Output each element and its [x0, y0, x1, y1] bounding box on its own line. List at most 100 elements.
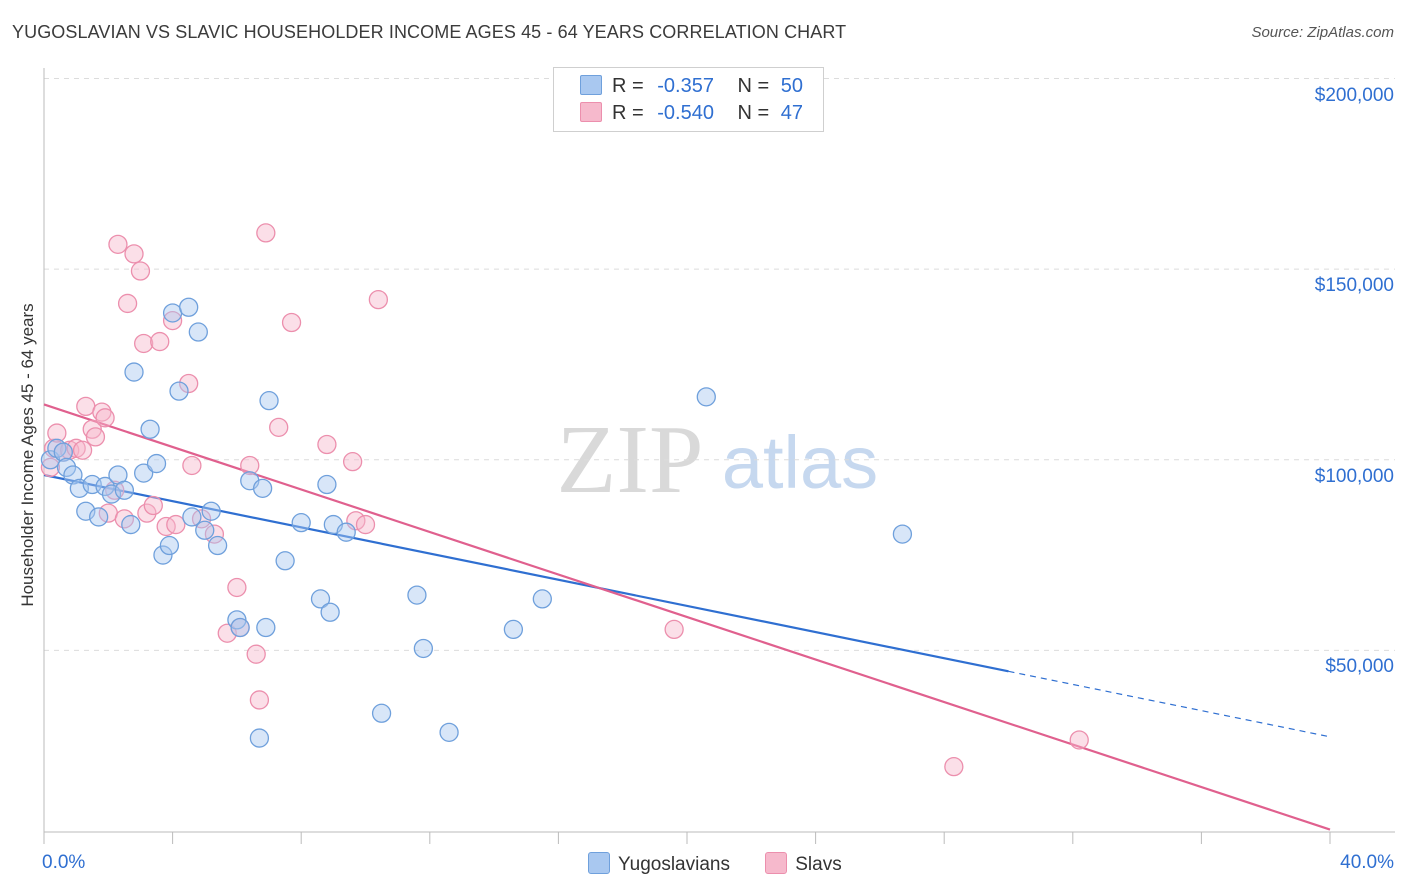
yugoslavians-point — [89, 507, 109, 527]
yugoslavians-point — [291, 513, 311, 533]
slavs-point — [664, 619, 684, 640]
legend-r-value: -0.540 — [657, 102, 714, 124]
y-tick-label: $100,000 — [1314, 465, 1394, 487]
x-tick-label: 40.0% — [1340, 852, 1394, 873]
slavs-point — [240, 455, 260, 476]
slavs-point — [108, 234, 128, 254]
yugoslavians-point — [195, 520, 215, 540]
yugoslavians-point — [275, 551, 295, 571]
slavs-point — [117, 293, 138, 314]
yugoslavians-point — [336, 522, 356, 542]
yugoslavians-point — [407, 585, 427, 605]
slavs-point — [179, 373, 199, 394]
chart-title: YUGOSLAVIAN VS SLAVIC HOUSEHOLDER INCOME… — [12, 22, 847, 42]
slavs-point — [342, 452, 363, 472]
yugoslavians-point — [182, 507, 202, 527]
yugoslavians-point — [892, 524, 913, 544]
legend-n-value: 47 — [780, 102, 804, 124]
slavs-point — [191, 509, 212, 529]
yugoslavians-point — [310, 589, 331, 609]
yugoslavians-point — [317, 474, 337, 495]
yugoslavians-trend-line — [43, 473, 1009, 673]
yugoslavians-point — [201, 501, 221, 521]
slavs-point — [156, 516, 176, 537]
source-label: Source: ZipAtlas.com — [1251, 24, 1394, 41]
legend-item-label: Slavs — [795, 854, 842, 875]
slavs-swatch — [765, 852, 788, 874]
yugoslavians-point — [371, 703, 392, 723]
yugoslavians-point — [320, 602, 340, 622]
slavs-point — [368, 289, 389, 310]
y-tick-label: $50,000 — [1325, 656, 1394, 678]
y-tick-label: $150,000 — [1314, 275, 1394, 297]
slavs-point — [72, 440, 93, 460]
slavs-point — [92, 402, 112, 422]
legend-r-value: -0.357 — [657, 75, 714, 97]
yugoslavians-point — [503, 619, 524, 640]
y-tick-label: $200,000 — [1314, 84, 1394, 106]
yugoslavians-point — [259, 391, 279, 411]
slavs-point — [166, 514, 186, 535]
slavs-point — [137, 503, 157, 523]
legend-n-value: 50 — [780, 75, 804, 97]
axes — [43, 68, 1395, 844]
legend-item-slavs: Slavs — [765, 852, 842, 876]
legend-r-label: R = — [612, 75, 644, 97]
yugoslavians-point — [179, 297, 199, 317]
yugoslavians-trend-extension — [1008, 670, 1331, 738]
yugoslavians-point — [256, 617, 276, 638]
watermark-atlas: atlas — [722, 421, 878, 504]
yugoslavians-point — [169, 381, 189, 401]
slavs-swatch — [580, 102, 602, 122]
legend-n-label: N = — [737, 102, 770, 124]
slavs-point — [150, 331, 170, 352]
legend-item-label: Yugoslavians — [618, 854, 730, 875]
slavs-point — [281, 312, 302, 333]
yugoslavians-point — [532, 589, 552, 609]
slavs-point — [256, 223, 276, 243]
yugoslavians-point — [121, 514, 141, 535]
yugoslavians-point — [134, 463, 154, 483]
slavs-point — [317, 434, 337, 455]
yugoslavians-point — [696, 387, 716, 407]
grid — [44, 78, 1395, 651]
yugoslavians-point — [188, 322, 208, 342]
legend-r-label: R = — [612, 102, 644, 124]
slavs-trend-line — [43, 403, 1331, 831]
slavs-point — [124, 244, 144, 264]
slavs-point — [143, 495, 163, 516]
data-points — [40, 223, 1089, 777]
slavs-point — [204, 524, 225, 544]
slavs-point — [269, 417, 289, 437]
yugoslavians-point — [413, 638, 434, 659]
yugoslavians-point — [140, 419, 160, 439]
yugoslavians-point — [439, 722, 459, 742]
slavs-point — [76, 396, 96, 417]
yugoslavians-point — [53, 442, 73, 462]
slavs-point — [246, 644, 266, 664]
legend-row-yugoslavians: R = -0.357 N = 50 — [580, 75, 803, 98]
watermark-zip: ZIP — [557, 406, 704, 514]
slavs-point — [85, 427, 106, 447]
yugoslavians-point — [252, 478, 273, 498]
slavs-point — [1069, 730, 1089, 750]
yugoslavians-point — [146, 453, 167, 474]
yugoslavians-swatch — [588, 852, 610, 874]
trend-lines — [43, 403, 1331, 831]
correlation-legend: R = -0.357 N = 50 R = -0.540 N = 47 — [553, 67, 824, 132]
yugoslavians-point — [230, 617, 250, 638]
yugoslavians-point — [207, 535, 228, 556]
yugoslavians-point — [95, 476, 115, 497]
slavs-point — [944, 757, 964, 777]
slavs-point — [355, 514, 376, 535]
yugoslavians-point — [114, 480, 135, 500]
yugoslavians-point — [56, 457, 77, 478]
slavs-point — [47, 423, 67, 443]
slavs-point — [130, 261, 151, 281]
slavs-point — [182, 455, 202, 476]
legend-item-yugoslavians: Yugoslavians — [588, 852, 730, 876]
slavs-point — [40, 457, 61, 478]
yugoslavians-point — [162, 303, 183, 323]
yugoslavians-swatch — [580, 75, 602, 95]
legend-row-slavs: R = -0.540 N = 47 — [580, 102, 803, 125]
